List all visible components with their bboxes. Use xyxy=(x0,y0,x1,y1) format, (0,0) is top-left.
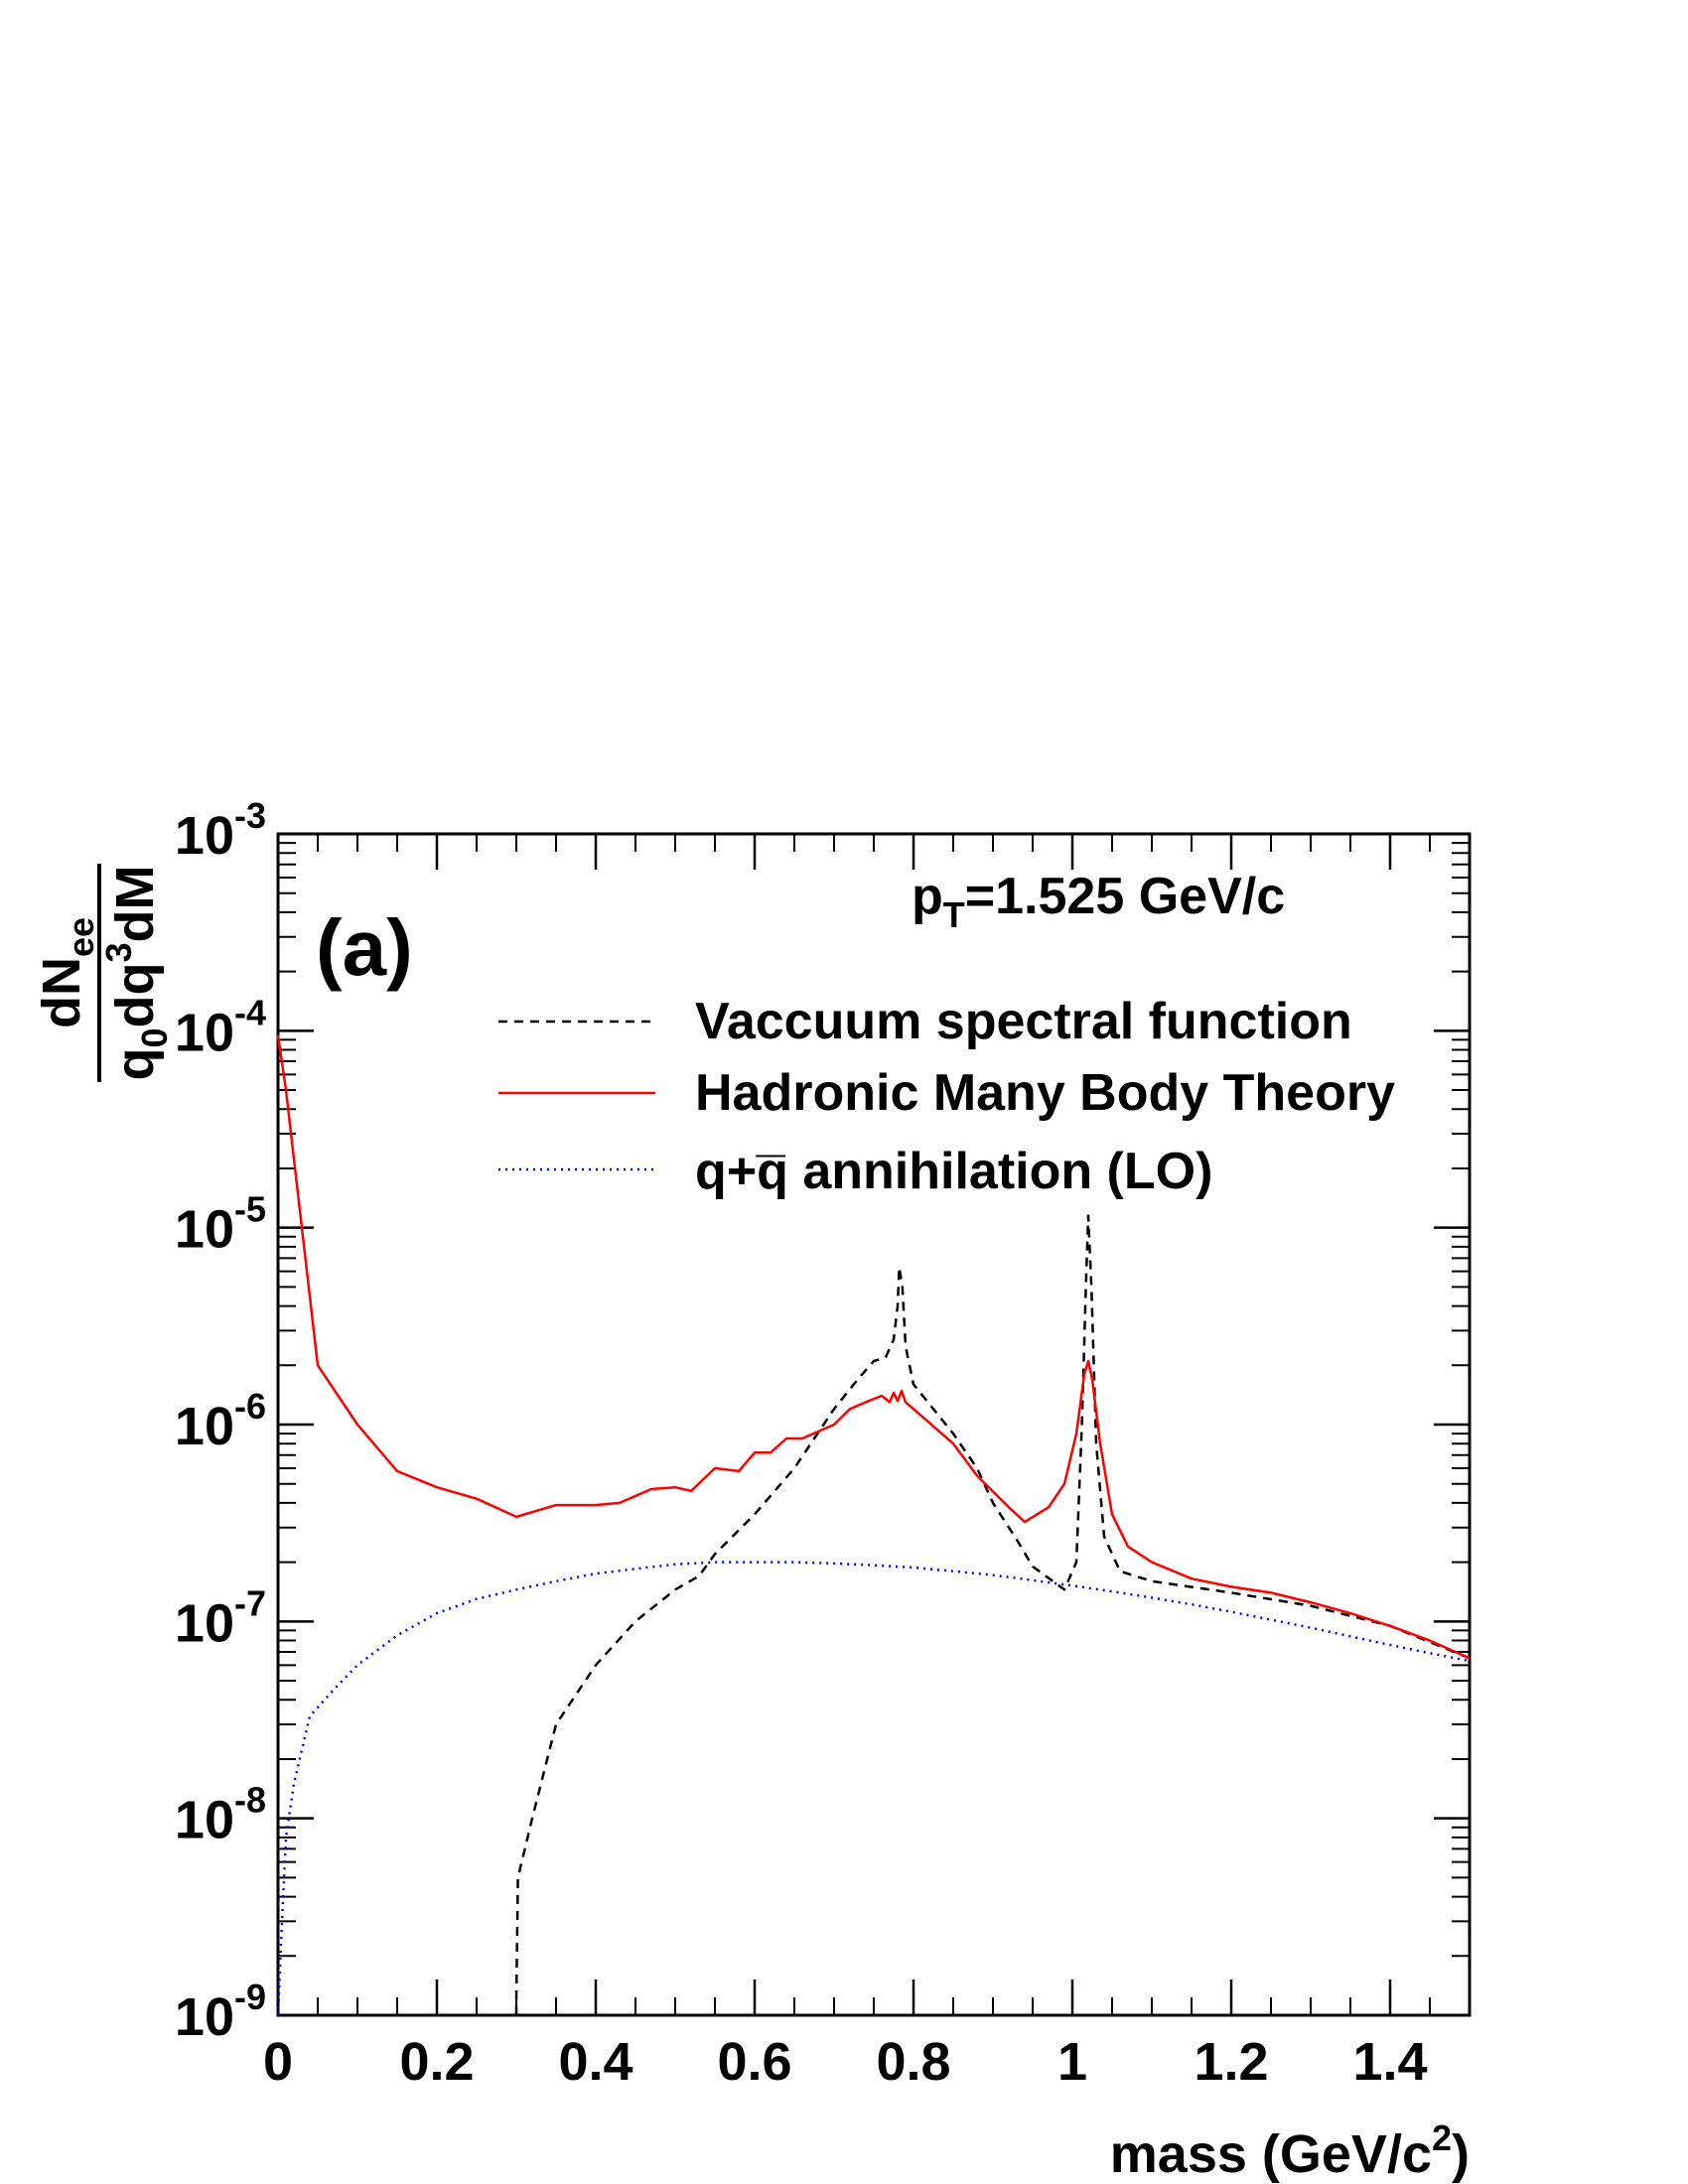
y-tick-label: 10-9 xyxy=(175,1977,266,2047)
series-qqbar-line xyxy=(276,1561,1471,2016)
y-tick-label: 10-7 xyxy=(175,1582,266,1653)
y-axis-label-denominator: q0dq3dM xyxy=(98,865,175,1080)
x-axis-label-sup: 2 xyxy=(1432,2117,1452,2158)
legend-label-hadronic: Hadronic Many Body Theory xyxy=(695,1064,1395,1122)
series-vacuum-line xyxy=(514,1214,1471,2015)
x-tick-label: 0 xyxy=(263,2032,293,2092)
legend-label-vacuum: Vaccuum spectral function xyxy=(695,993,1352,1050)
legend-label-qqbar: q+q̅ annihilation (LO) xyxy=(695,1143,1212,1200)
x-axis-label-end: ) xyxy=(1452,2124,1470,2184)
y-tick-label: 10-4 xyxy=(175,992,266,1062)
axis-ticks xyxy=(276,832,1470,2017)
x-tick-label: 1 xyxy=(1057,2032,1087,2092)
y-axis-label-numerator: dNee xyxy=(32,917,101,1028)
x-axis-label: mass (GeV/c2) xyxy=(1110,2117,1470,2184)
x-tick-label: 0.6 xyxy=(717,2032,791,2092)
y-axis-label-dm: dM xyxy=(105,865,165,942)
y-axis-label-dn: dN xyxy=(32,957,91,1028)
pt-annotation-value: =1.525 GeV/c xyxy=(965,868,1285,925)
y-tick-label: 10-5 xyxy=(175,1189,266,1260)
x-tick-label: 0.2 xyxy=(399,2032,474,2092)
x-tick-label: 0.8 xyxy=(876,2032,950,2092)
x-tick-label: 1.4 xyxy=(1352,2032,1427,2092)
y-tick-label: 10-8 xyxy=(175,1780,266,1850)
pt-annotation: pT=1.525 GeV/c xyxy=(912,868,1285,935)
pt-annotation-p: p xyxy=(912,868,943,925)
y-axis-label: dNee q0dq3dM xyxy=(32,864,175,1082)
y-axis-label-ee: ee xyxy=(61,917,101,957)
x-tick-label: 1.2 xyxy=(1194,2032,1268,2092)
y-axis-label-sup3: 3 xyxy=(98,942,139,962)
y-tick-label: 10-3 xyxy=(175,795,266,866)
series-lines xyxy=(276,1034,1471,2016)
x-axis-label-main: mass (GeV/c xyxy=(1110,2124,1432,2184)
series-hadronic-line xyxy=(276,1034,1471,1660)
x-tick-label: 0.4 xyxy=(558,2032,633,2092)
y-axis-label-q: q xyxy=(105,1048,165,1081)
axis-tick-labels: 0 0.2 0.4 0.6 0.8 1 1.2 1.4 10-9 10-8 10-7 10-6 10-5… xyxy=(175,795,1428,2092)
pt-annotation-sub: T xyxy=(943,894,965,935)
panel-label: (a) xyxy=(316,903,413,992)
legend: Vaccuum spectral function Hadronic Many … xyxy=(498,993,1395,1200)
y-axis-label-sub0: 0 xyxy=(134,1027,175,1047)
y-tick-label: 10-6 xyxy=(175,1386,266,1456)
y-axis-label-dq: dq xyxy=(105,962,165,1027)
